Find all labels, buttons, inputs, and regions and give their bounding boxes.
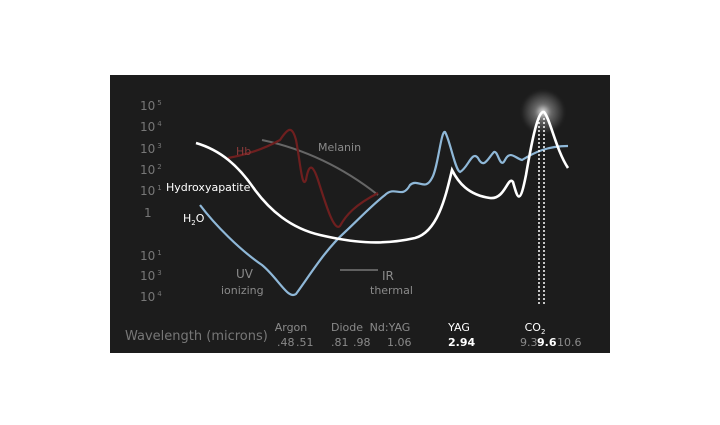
y-label-base: 10 — [140, 184, 155, 198]
laser-name-text: YAG — [447, 321, 470, 334]
y-label-exp: 1 — [157, 249, 161, 257]
laser-wavelength: 10.6 — [557, 336, 582, 349]
laser-wavelength: .98 — [353, 336, 371, 349]
laser-wavelength: .48 — [277, 336, 295, 349]
melanin-label: Melanin — [318, 141, 361, 154]
y-label-exp: 1 — [157, 184, 161, 192]
laser-name-text: Diode — [331, 321, 363, 334]
water-curve — [199, 130, 569, 297]
laser-name: CO2 — [525, 321, 546, 336]
ir-label: IR — [382, 269, 394, 283]
y-label-base: 10 — [140, 163, 155, 177]
y-label: 10 3 — [140, 142, 162, 156]
y-label-exp: 4 — [157, 290, 162, 298]
y-label: 10 1 — [140, 249, 162, 263]
y-label-exp: 4 — [157, 120, 162, 128]
ir-sub: thermal — [370, 284, 413, 297]
hb-curve — [227, 128, 379, 228]
y-label-base: 1 — [144, 206, 152, 220]
y-label-base: 10 — [140, 249, 155, 263]
water-b: O — [196, 212, 205, 225]
y-label-base: 10 — [140, 142, 155, 156]
y-label-base: 10 — [140, 290, 155, 304]
y-label-base: 10 — [140, 120, 155, 134]
y-label: 10 4 — [140, 290, 162, 304]
y-label: 10 5 — [140, 99, 162, 113]
y-label-exp: 5 — [157, 99, 161, 107]
y-label: 10 2 — [140, 163, 162, 177]
hb-label: Hb — [236, 145, 251, 158]
water-label: H2O — [183, 212, 205, 227]
hydroxyapatite-curve — [195, 110, 570, 244]
co2-glow — [521, 90, 565, 134]
y-label: 10 1 — [140, 184, 162, 198]
y-label-exp: 2 — [157, 163, 161, 171]
water-a: H — [183, 212, 191, 225]
laser-wavelength: .81 — [331, 336, 349, 349]
laser-wavelength: 2.94 — [448, 336, 475, 349]
uv-sub: ionizing — [221, 284, 264, 297]
y-label-base: 10 — [140, 99, 155, 113]
y-label-base: 10 — [140, 269, 155, 283]
laser-name-text: Argon — [275, 321, 308, 334]
laser-wavelength: 1.06 — [387, 336, 412, 349]
laser-name-sub: 2 — [541, 328, 545, 336]
laser-name: Nd:YAG — [370, 321, 411, 334]
x-axis-title: Wavelength (microns) — [125, 329, 268, 344]
laser-wavelength: 9.3 — [520, 336, 538, 349]
laser-name: Argon — [275, 321, 308, 334]
y-label: 10 4 — [140, 120, 162, 134]
laser-name-text: CO — [525, 321, 542, 334]
water-sub: 2 — [191, 219, 195, 227]
lasers: Argon .48.51 Diode .81 .98 Nd:YAG 1.06 YAG 2.94 C… — [275, 321, 582, 349]
laser-wavelength: 9.6 — [537, 336, 557, 349]
y-label: 10 3 — [140, 269, 162, 283]
laser-name: YAG — [447, 321, 470, 334]
uv-label: UV — [236, 267, 254, 281]
hydroxyapatite-label: Hydroxyapatite — [166, 181, 251, 194]
laser-name: Diode — [331, 321, 363, 334]
y-label-exp: 3 — [157, 269, 161, 277]
y-label-exp: 3 — [157, 142, 161, 150]
y-label: 1 — [144, 206, 152, 220]
laser-name-text: Nd:YAG — [370, 321, 411, 334]
laser-wavelength: .51 — [296, 336, 314, 349]
